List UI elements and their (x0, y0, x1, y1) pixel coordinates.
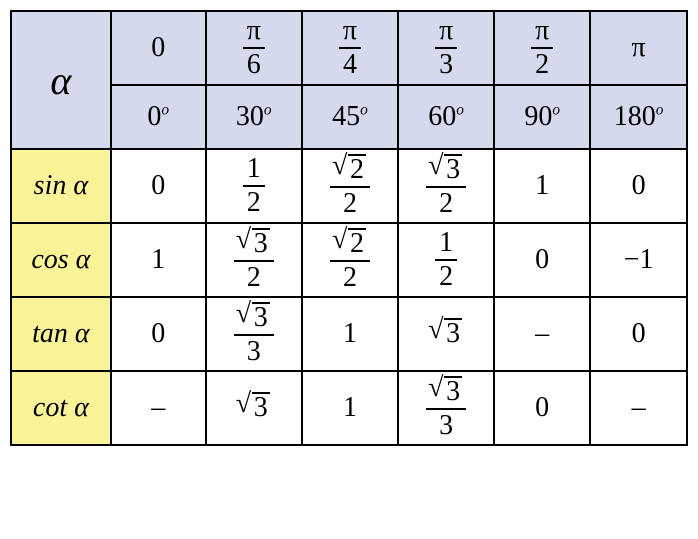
header-row-radians: α 0 π6 π4 π3 π2 π (11, 11, 687, 85)
angle-rad-4: π2 (494, 11, 590, 85)
cell-sin-2: 22 (302, 149, 398, 223)
header-row-degrees: 0o 30o 45o 60o 90o 180o (11, 85, 687, 149)
angle-rad-5: π (590, 11, 687, 85)
angle-deg-5: 180o (590, 85, 687, 149)
angle-deg-4: 90o (494, 85, 590, 149)
cell-sin-0: 0 (111, 149, 206, 223)
angle-deg-0: 0o (111, 85, 206, 149)
table-row-cos: cos α 1 32 22 12 0 −1 (11, 223, 687, 297)
angle-deg-2: 45o (302, 85, 398, 149)
cell-sin-5: 0 (590, 149, 687, 223)
cell-sin-4: 1 (494, 149, 590, 223)
table-row-cot: cot α – 3 1 33 0 – (11, 371, 687, 445)
cell-cot-2: 1 (302, 371, 398, 445)
cell-cos-4: 0 (494, 223, 590, 297)
cell-tan-0: 0 (111, 297, 206, 371)
cell-cos-1: 32 (206, 223, 302, 297)
cell-tan-4: – (494, 297, 590, 371)
angle-deg-1: 30o (206, 85, 302, 149)
angle-rad-3: π3 (398, 11, 494, 85)
angle-rad-1: π6 (206, 11, 302, 85)
cell-sin-3: 32 (398, 149, 494, 223)
cell-cot-5: – (590, 371, 687, 445)
alpha-header: α (11, 11, 111, 149)
table-row-sin: sin α 0 12 22 32 1 0 (11, 149, 687, 223)
cell-sin-1: 12 (206, 149, 302, 223)
cell-tan-1: 33 (206, 297, 302, 371)
angle-deg-3: 60o (398, 85, 494, 149)
func-label-sin: sin α (11, 149, 111, 223)
angle-rad-2: π4 (302, 11, 398, 85)
cell-tan-5: 0 (590, 297, 687, 371)
table-row-tan: tan α 0 33 1 3 – 0 (11, 297, 687, 371)
cell-cos-2: 22 (302, 223, 398, 297)
cell-cos-0: 1 (111, 223, 206, 297)
cell-cot-0: – (111, 371, 206, 445)
func-label-cos: cos α (11, 223, 111, 297)
func-label-cot: cot α (11, 371, 111, 445)
cell-cot-3: 33 (398, 371, 494, 445)
cell-cos-3: 12 (398, 223, 494, 297)
cell-cos-5: −1 (590, 223, 687, 297)
cell-tan-2: 1 (302, 297, 398, 371)
cell-cot-4: 0 (494, 371, 590, 445)
trig-table: α 0 π6 π4 π3 π2 π 0o 30o 45o 60o 90o 180… (10, 10, 688, 446)
cell-cot-1: 3 (206, 371, 302, 445)
cell-tan-3: 3 (398, 297, 494, 371)
angle-rad-0: 0 (111, 11, 206, 85)
func-label-tan: tan α (11, 297, 111, 371)
